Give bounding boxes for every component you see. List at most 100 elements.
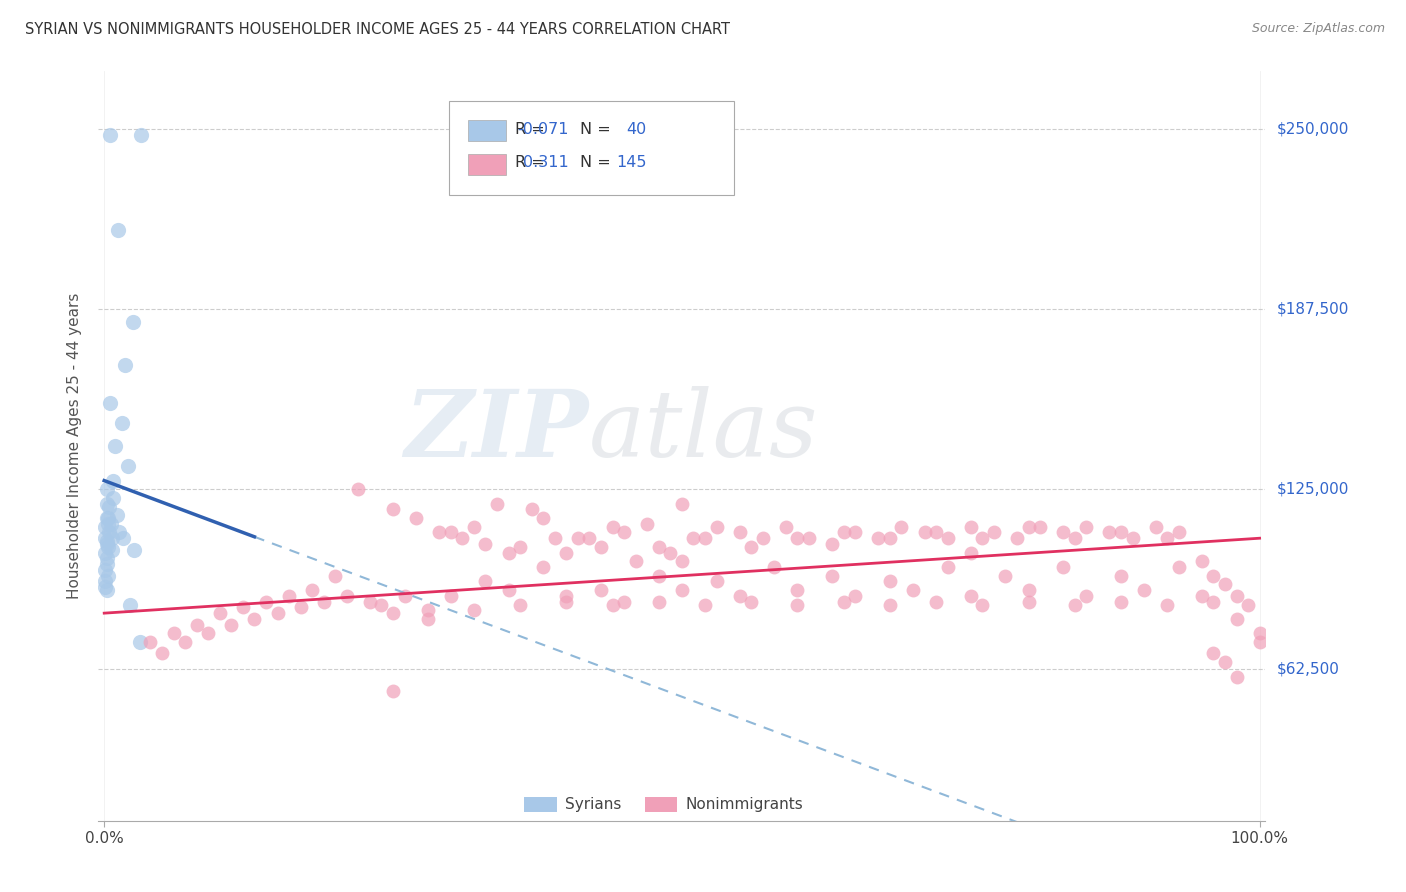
Point: [613, 525, 636, 540]
Point: [1213, 655, 1236, 669]
Point: [1191, 589, 1213, 603]
Text: SYRIAN VS NONIMMIGRANTS HOUSEHOLDER INCOME AGES 25 - 44 YEARS CORRELATION CHART: SYRIAN VS NONIMMIGRANTS HOUSEHOLDER INCO…: [25, 22, 730, 37]
Point: [1213, 577, 1236, 591]
Point: [129, 635, 152, 649]
Point: [648, 540, 671, 554]
Point: [312, 594, 335, 608]
Point: [405, 511, 427, 525]
Point: [96, 551, 118, 566]
Point: [382, 606, 405, 620]
Point: [901, 583, 924, 598]
Y-axis label: Householder Income Ages 25 - 44 years: Householder Income Ages 25 - 44 years: [67, 293, 83, 599]
Point: [693, 598, 716, 612]
Point: [94, 563, 117, 577]
Point: [108, 525, 131, 540]
Text: Source: ZipAtlas.com: Source: ZipAtlas.com: [1251, 22, 1385, 36]
Point: [914, 525, 936, 540]
FancyBboxPatch shape: [644, 797, 678, 812]
Point: [1156, 598, 1178, 612]
Point: [659, 546, 682, 560]
Text: $250,000: $250,000: [1277, 121, 1348, 136]
Point: [544, 531, 567, 545]
Point: [98, 128, 121, 142]
FancyBboxPatch shape: [468, 120, 506, 141]
Text: $125,000: $125,000: [1277, 482, 1348, 497]
Point: [94, 574, 117, 589]
Point: [555, 589, 578, 603]
Point: [94, 531, 117, 545]
Point: [1225, 669, 1247, 683]
Point: [959, 589, 981, 603]
Point: [101, 531, 124, 545]
Point: [197, 626, 219, 640]
Point: [243, 612, 266, 626]
Point: [1133, 583, 1156, 598]
Point: [174, 635, 197, 649]
Point: [103, 491, 125, 505]
Point: [1249, 626, 1271, 640]
Point: [1029, 519, 1052, 533]
Point: [728, 589, 751, 603]
Point: [118, 598, 141, 612]
Point: [1156, 531, 1178, 545]
Text: -0.071: -0.071: [517, 121, 568, 136]
Point: [451, 531, 474, 545]
Point: [394, 589, 416, 603]
Point: [347, 482, 370, 496]
Point: [101, 542, 124, 557]
Point: [254, 594, 277, 608]
Point: [520, 502, 543, 516]
Point: [107, 223, 129, 237]
Text: ZIP: ZIP: [405, 386, 589, 476]
Point: [94, 546, 117, 560]
Point: [868, 531, 890, 545]
Point: [1109, 525, 1132, 540]
Point: [117, 459, 139, 474]
Point: [162, 626, 184, 640]
Point: [1063, 598, 1085, 612]
Point: [100, 516, 122, 531]
Point: [555, 594, 578, 608]
Point: [832, 525, 855, 540]
Point: [1225, 589, 1247, 603]
Text: Syrians: Syrians: [565, 797, 621, 812]
Point: [104, 439, 127, 453]
Point: [994, 568, 1017, 582]
Point: [96, 534, 118, 549]
Text: R =: R =: [515, 121, 544, 136]
Point: [509, 540, 531, 554]
Point: [1052, 560, 1074, 574]
Point: [208, 606, 231, 620]
Point: [821, 537, 844, 551]
Point: [97, 516, 120, 531]
Text: N =: N =: [581, 121, 612, 136]
Point: [232, 600, 254, 615]
Point: [114, 359, 136, 373]
Point: [290, 600, 312, 615]
Point: [671, 583, 693, 598]
Point: [1005, 531, 1028, 545]
Point: [122, 315, 145, 329]
Point: [567, 531, 589, 545]
Point: [1237, 598, 1260, 612]
Point: [578, 531, 600, 545]
Point: [531, 560, 554, 574]
Point: [498, 583, 520, 598]
Point: [531, 511, 554, 525]
Point: [1202, 594, 1225, 608]
Point: [97, 525, 120, 540]
Point: [740, 540, 762, 554]
Point: [959, 546, 981, 560]
Point: [301, 583, 323, 598]
Point: [671, 497, 693, 511]
Point: [97, 500, 120, 514]
Point: [96, 497, 118, 511]
Text: $62,500: $62,500: [1277, 662, 1340, 677]
Point: [775, 519, 797, 533]
Point: [266, 606, 288, 620]
Point: [555, 546, 578, 560]
Point: [786, 531, 808, 545]
Point: [983, 525, 1005, 540]
Text: 0.311: 0.311: [523, 155, 568, 170]
Point: [648, 568, 671, 582]
